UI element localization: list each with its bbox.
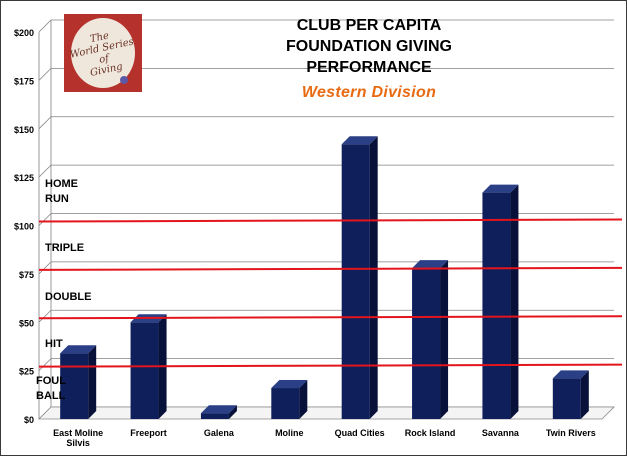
bar-top — [412, 260, 449, 269]
gridline-diagonal — [38, 68, 52, 81]
reference-line — [38, 315, 623, 320]
bar — [271, 380, 308, 419]
x-tick-label: Quad Cities — [335, 428, 385, 438]
y-tick-label: $175 — [14, 76, 34, 86]
bar-top — [200, 405, 237, 414]
bar-side — [440, 260, 449, 419]
bar — [412, 260, 449, 419]
x-tick-label: Rock Island — [405, 428, 456, 438]
bar-front — [552, 378, 581, 419]
bar — [552, 370, 589, 419]
bar-front — [271, 388, 300, 419]
foul-ball-label: FOUL BALL — [36, 375, 66, 402]
y-tick-label: $125 — [14, 173, 34, 183]
x-tick-label: Galena — [204, 428, 235, 438]
bar-side — [299, 380, 308, 419]
bar-top — [341, 136, 378, 145]
x-tick-label: Freeport — [130, 428, 167, 438]
bar-front — [412, 268, 441, 419]
x-tick-label: East Moline Silvis — [53, 428, 103, 448]
y-tick-label: $0 — [24, 415, 34, 425]
gridline-diagonal — [38, 309, 52, 323]
bar — [341, 136, 378, 420]
gridline-diagonal — [38, 213, 52, 226]
bar-front — [60, 353, 89, 419]
y-tick-label: $25 — [19, 367, 34, 377]
bar-side — [88, 345, 97, 419]
bar-front — [482, 192, 511, 419]
bar-side — [510, 184, 519, 419]
bar-front — [130, 322, 159, 419]
reference-line — [38, 363, 623, 368]
bar — [60, 345, 97, 419]
gridline-diagonal — [38, 358, 52, 371]
bar-top — [482, 184, 519, 193]
y-tick-label: $75 — [19, 270, 34, 280]
gridline-diagonal — [38, 261, 52, 275]
bar-top — [60, 345, 97, 354]
chart-floor — [38, 406, 615, 420]
x-tick-label: Twin Rivers — [546, 428, 596, 438]
bar-top — [271, 380, 308, 389]
chart-subtitle: Western Division — [301, 84, 437, 101]
reference-label: TRIPLE — [45, 242, 85, 254]
bar-top — [552, 370, 589, 379]
x-tick-label: Savanna — [482, 428, 520, 438]
bar-side — [580, 370, 589, 419]
chart-title: CLUB PER CAPITA FOUNDATION GIVING PERFOR… — [286, 17, 452, 76]
reference-label: DOUBLE — [45, 291, 92, 303]
reference-label: HIT — [45, 338, 63, 350]
gridline-diagonal — [38, 164, 52, 178]
y-tick-label: $200 — [14, 28, 34, 38]
bar-side — [228, 405, 237, 419]
bar — [482, 184, 519, 419]
reference-line — [38, 218, 623, 223]
gridline-diagonal — [38, 116, 52, 130]
bar-front — [200, 413, 229, 419]
y-tick-label: $50 — [19, 318, 34, 328]
bar-side — [369, 136, 378, 420]
logo-dot — [120, 76, 128, 84]
bar — [200, 405, 237, 419]
x-tick-label: Moline — [275, 428, 304, 438]
y-tick-label: $100 — [14, 222, 34, 232]
world-series-of-giving-logo: The World Series of Giving — [64, 14, 142, 92]
gridline-diagonal — [38, 19, 52, 33]
y-tick-label: $150 — [14, 125, 34, 135]
bar-front — [341, 144, 370, 420]
reference-label: HOME RUN — [45, 178, 78, 205]
reference-line — [38, 266, 623, 271]
